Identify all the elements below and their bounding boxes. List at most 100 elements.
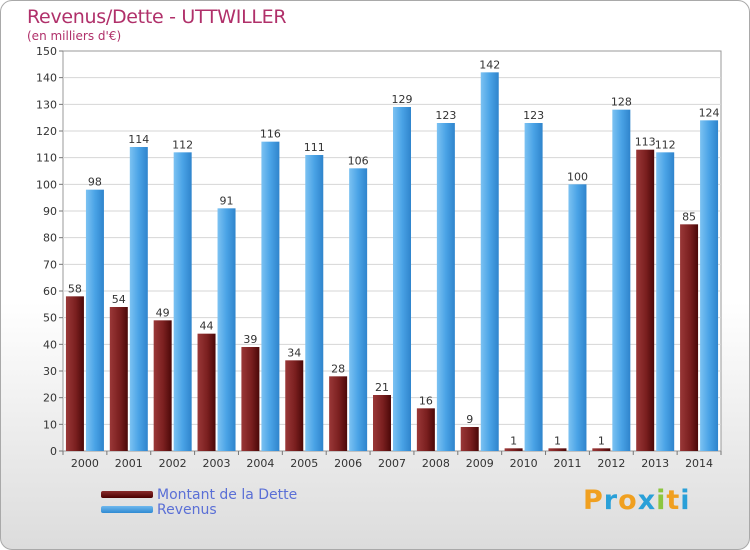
x-tick-label: 2006 [334, 457, 362, 470]
bar-revenue [393, 107, 411, 451]
bar-revenue [612, 109, 631, 452]
bar-revenue [349, 168, 368, 452]
y-tick-label: 120 [36, 125, 57, 138]
y-tick-label: 150 [36, 45, 57, 58]
data-label-debt: 9 [466, 413, 473, 426]
x-tick-label: 2005 [290, 457, 318, 470]
data-label-revenue: 112 [172, 138, 193, 151]
bar-debt [153, 320, 172, 451]
y-tick-label: 40 [43, 338, 57, 351]
bar-debt [460, 427, 479, 451]
data-label-revenue: 106 [348, 154, 369, 167]
bar-debt [197, 333, 216, 451]
logo-letter: i [656, 485, 667, 516]
bar-debt [592, 448, 611, 451]
y-tick-label: 30 [43, 365, 57, 378]
data-label-debt: 39 [243, 333, 257, 346]
data-label-debt: 16 [419, 394, 433, 407]
data-label-revenue: 91 [220, 194, 234, 207]
bar-debt [416, 408, 435, 451]
data-label-debt: 113 [635, 136, 656, 149]
data-label-revenue: 116 [260, 128, 281, 141]
x-tick-label: 2013 [641, 457, 669, 470]
bar-debt [65, 296, 84, 451]
data-label-revenue: 98 [88, 176, 102, 189]
data-label-debt: 58 [68, 282, 82, 295]
data-label-revenue: 100 [567, 170, 588, 183]
logo-letter: o [618, 485, 638, 516]
y-tick-label: 50 [43, 312, 57, 325]
logo-letter: P [583, 485, 604, 516]
bar-debt [241, 347, 260, 451]
x-tick-label: 2009 [466, 457, 494, 470]
bar-revenue [524, 123, 543, 451]
bar-revenue [217, 208, 236, 451]
y-tick-label: 90 [43, 205, 57, 218]
bar-revenue [129, 147, 148, 451]
x-tick-label: 2003 [203, 457, 231, 470]
data-label-debt: 1 [598, 434, 605, 447]
y-tick-label: 20 [43, 392, 57, 405]
bar-revenue [305, 155, 324, 451]
bar-revenue [480, 72, 499, 451]
bar-debt [285, 360, 304, 451]
chart-subtitle: (en milliers d'€) [27, 29, 122, 43]
bar-revenue [568, 184, 587, 452]
bar-debt [109, 307, 128, 451]
bar-debt [329, 376, 348, 451]
data-label-revenue: 129 [392, 93, 413, 106]
logo-letter: i [680, 485, 691, 516]
legend-item-revenue: Revenus [101, 501, 297, 518]
bar-revenue [261, 141, 280, 451]
logo-letter: r [603, 485, 619, 516]
x-tick-label: 2010 [510, 457, 538, 470]
y-tick-label: 0 [50, 445, 57, 458]
x-tick-label: 2004 [246, 457, 274, 470]
bar-debt [680, 224, 699, 451]
y-tick-label: 10 [43, 418, 57, 431]
data-label-revenue: 124 [699, 106, 720, 119]
bar-debt [373, 395, 391, 451]
x-tick-label: 2000 [71, 457, 99, 470]
data-label-debt: 1 [554, 434, 561, 447]
x-tick-label: 2001 [115, 457, 143, 470]
data-label-revenue: 123 [523, 109, 544, 122]
y-tick-label: 80 [43, 232, 57, 245]
legend-label-debt: Montant de la Dette [157, 486, 298, 503]
data-label-revenue: 114 [128, 133, 149, 146]
x-tick-label: 2011 [553, 457, 581, 470]
data-label-debt: 44 [200, 320, 214, 333]
logo-letter: t [666, 485, 681, 516]
x-tick-label: 2012 [597, 457, 625, 470]
bar-revenue [436, 123, 455, 451]
data-label-debt: 85 [682, 210, 696, 223]
bar-revenue [700, 120, 719, 451]
data-label-debt: 28 [331, 362, 345, 375]
bar-revenue [656, 152, 675, 452]
data-label-revenue: 128 [611, 96, 632, 109]
y-tick-label: 130 [36, 98, 57, 111]
data-label-revenue: 111 [304, 141, 325, 154]
bar-debt [636, 149, 655, 451]
data-label-debt: 49 [156, 306, 170, 319]
y-tick-label: 110 [36, 152, 57, 165]
y-tick-label: 100 [36, 178, 57, 191]
chart-title: Revenus/Dette - UTTWILLER [27, 6, 287, 28]
legend-swatch-revenue [101, 506, 153, 513]
plot-frame [62, 50, 722, 452]
data-label-debt: 21 [375, 381, 389, 394]
legend-item-debt: Montant de la Dette [101, 486, 298, 503]
x-tick-label: 2008 [422, 457, 450, 470]
legend: Montant de la Dette Revenus [101, 486, 298, 518]
y-tick-label: 60 [43, 285, 57, 298]
data-label-revenue: 142 [479, 58, 500, 71]
data-label-revenue: 123 [435, 109, 456, 122]
data-label-revenue: 112 [655, 138, 676, 151]
bar-revenue [85, 189, 104, 451]
y-tick-label: 70 [43, 258, 57, 271]
legend-label-revenue: Revenus [157, 501, 217, 518]
logo-letter: x [637, 485, 657, 516]
data-label-debt: 54 [112, 293, 126, 306]
